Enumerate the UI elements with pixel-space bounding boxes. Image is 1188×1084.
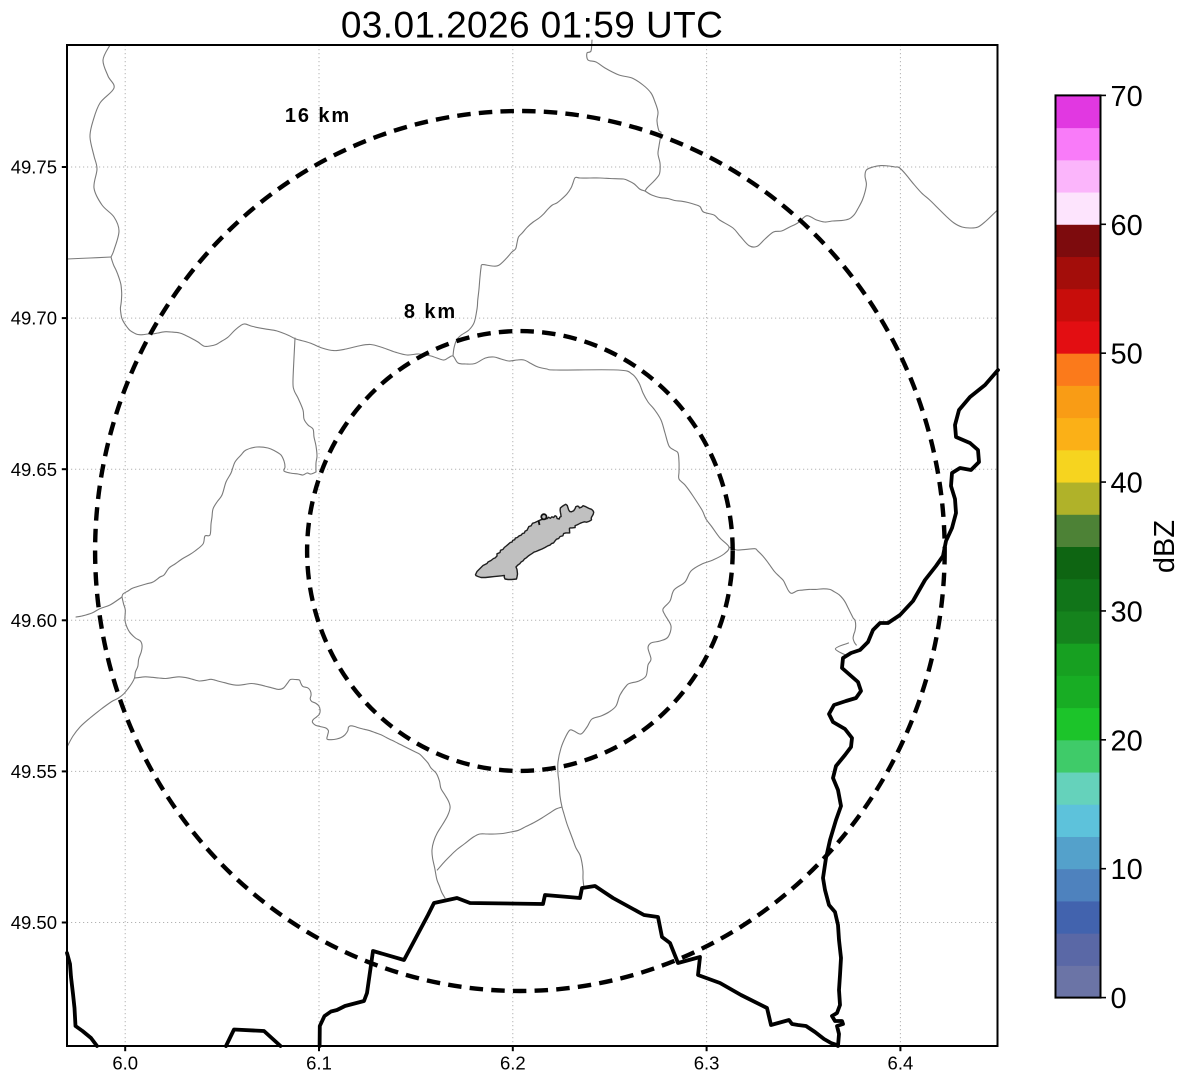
svg-text:49.55: 49.55: [11, 761, 57, 782]
svg-text:49.70: 49.70: [11, 308, 57, 329]
svg-text:6.4: 6.4: [888, 1053, 914, 1074]
svg-text:49.65: 49.65: [11, 459, 57, 480]
svg-text:70: 70: [1111, 81, 1143, 113]
svg-text:40: 40: [1111, 468, 1143, 500]
svg-text:6.0: 6.0: [112, 1053, 138, 1074]
svg-text:30: 30: [1111, 596, 1143, 628]
svg-text:49.60: 49.60: [11, 610, 57, 631]
svg-text:03.01.2026 01:59 UTC: 03.01.2026 01:59 UTC: [341, 5, 723, 46]
svg-text:50: 50: [1111, 339, 1143, 371]
svg-text:16 km: 16 km: [285, 105, 351, 127]
svg-text:8 km: 8 km: [404, 301, 457, 323]
svg-text:6.3: 6.3: [694, 1053, 720, 1074]
svg-text:6.2: 6.2: [500, 1053, 526, 1074]
svg-text:49.75: 49.75: [11, 157, 57, 178]
svg-text:6.1: 6.1: [306, 1053, 332, 1074]
svg-text:60: 60: [1111, 210, 1143, 242]
svg-text:0: 0: [1111, 983, 1127, 1015]
svg-text:20: 20: [1111, 725, 1143, 757]
svg-text:dBZ: dBZ: [1149, 520, 1181, 573]
svg-text:49.50: 49.50: [11, 912, 57, 933]
svg-text:10: 10: [1111, 854, 1143, 886]
